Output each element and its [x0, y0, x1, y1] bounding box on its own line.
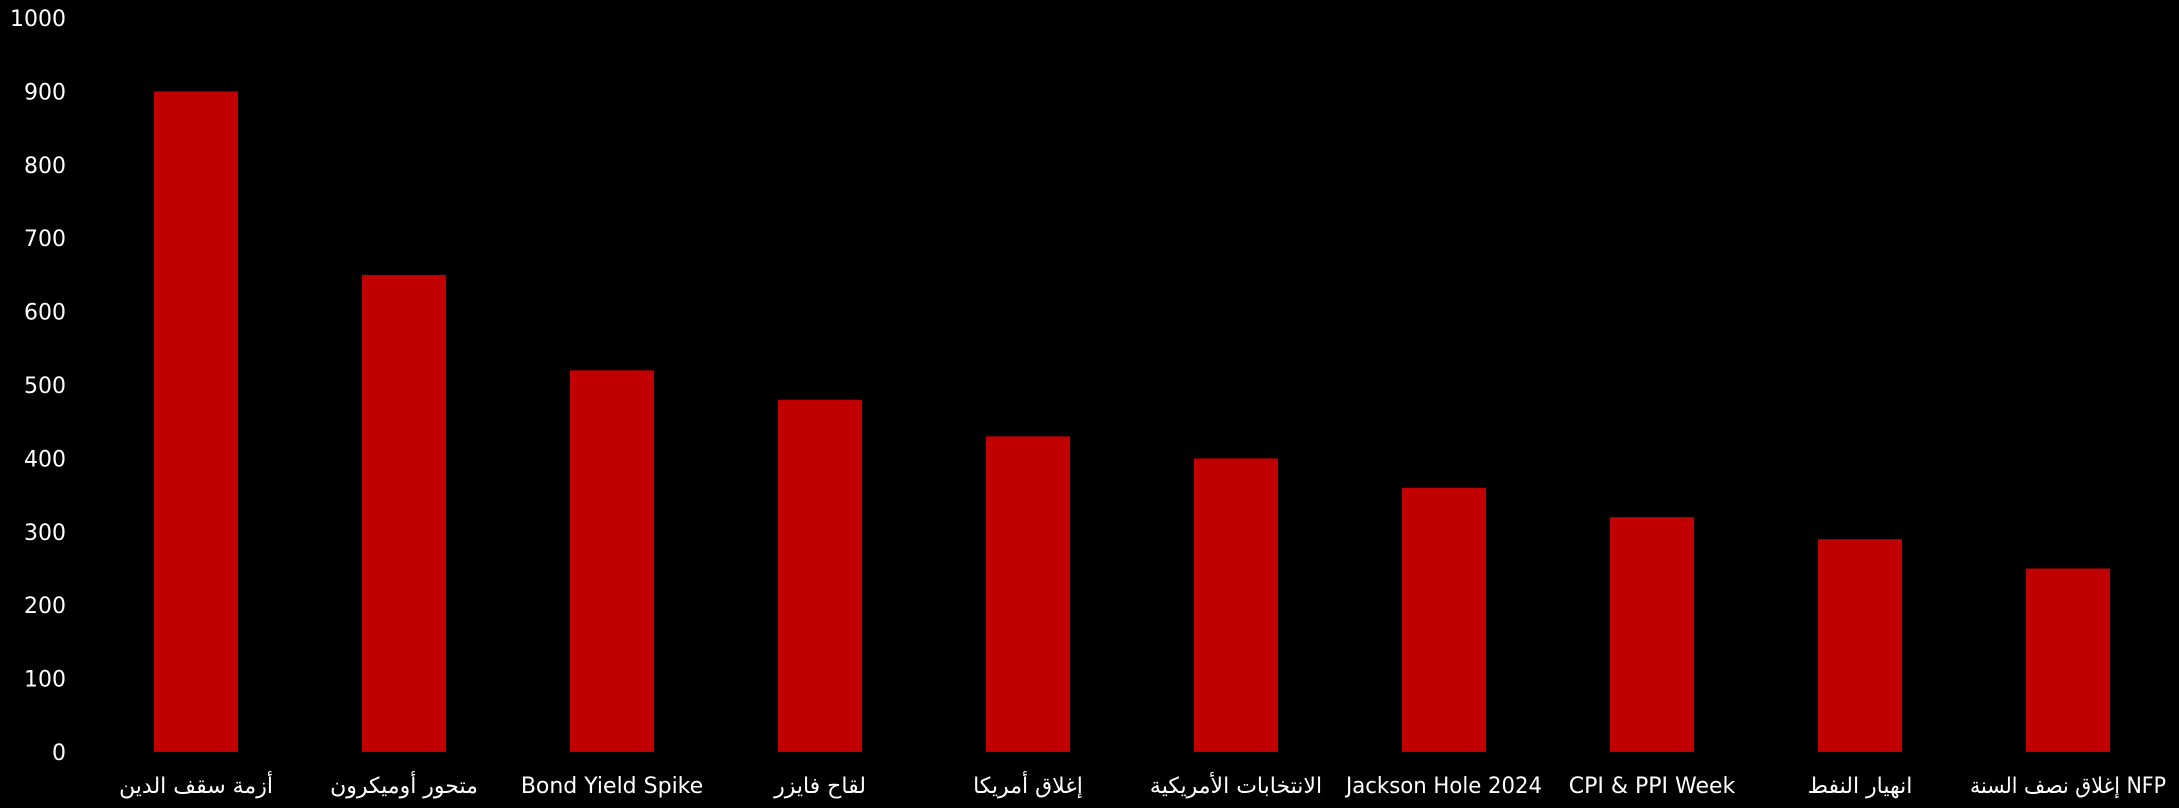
bars — [154, 91, 2110, 752]
y-tick-label: 200 — [24, 594, 66, 619]
x-category-label: إغلاق نصف السنة NFP — [1970, 774, 2166, 799]
y-tick-label: 900 — [24, 80, 66, 105]
bar — [1818, 539, 1902, 752]
bar — [1402, 487, 1486, 752]
x-category-label: لقاح فايزر — [773, 774, 866, 799]
x-category-label: إغلاق أمريكا — [973, 771, 1083, 799]
y-tick-label: 800 — [24, 154, 66, 179]
x-category-label: أزمة سقف الدين — [119, 771, 273, 799]
bar — [1610, 517, 1694, 752]
y-axis-tick-labels: 0 100 200 300 400 500 600 700 800 900 1000 — [10, 7, 66, 766]
y-tick-label: 500 — [24, 374, 66, 399]
y-tick-label: 0 — [52, 741, 66, 766]
x-category-label: انهيار النفط — [1808, 774, 1913, 799]
y-tick-label: 100 — [24, 668, 66, 693]
y-tick-label: 400 — [24, 447, 66, 472]
y-tick-label: 1000 — [10, 7, 66, 32]
x-category-label: الانتخابات الأمريكية — [1150, 772, 1322, 799]
bar — [986, 436, 1070, 752]
bar — [1194, 458, 1278, 752]
y-tick-label: 600 — [24, 301, 66, 326]
y-tick-label: 700 — [24, 227, 66, 252]
bar — [778, 399, 862, 752]
x-category-label: Jackson Hole 2024 — [1344, 774, 1542, 799]
y-tick-label: 300 — [24, 521, 66, 546]
x-category-label: CPI & PPI Week — [1569, 774, 1736, 799]
bar — [2026, 568, 2110, 752]
x-category-label: Bond Yield Spike — [521, 774, 703, 799]
x-axis-category-labels: أزمة سقف الدين متحور أوميكرون Bond Yield S… — [119, 771, 2166, 799]
x-category-label: متحور أوميكرون — [330, 771, 478, 799]
bar — [570, 370, 654, 752]
bar — [154, 91, 238, 752]
bar — [362, 274, 446, 752]
